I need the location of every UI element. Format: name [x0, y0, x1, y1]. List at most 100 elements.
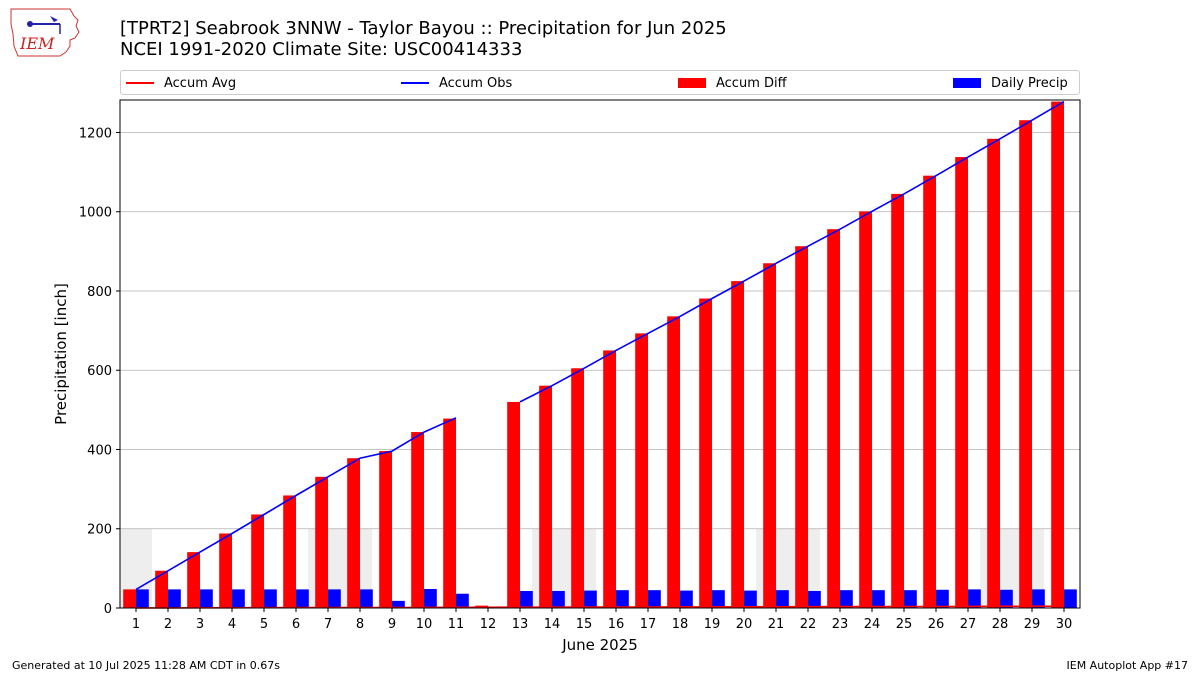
daily-precip-bar-3	[200, 589, 213, 608]
legend-label-accum-obs: Accum Obs	[439, 75, 513, 91]
x-tick-label-13: 13	[512, 617, 529, 632]
daily-precip-bar-22	[808, 590, 821, 608]
daily-precip-bar-10	[424, 588, 437, 608]
daily-precip-bar-25	[904, 590, 917, 608]
x-tick-label-23: 23	[832, 617, 849, 632]
x-tick-label-4: 4	[228, 617, 236, 632]
daily-precip-bar-15	[584, 590, 597, 608]
accum-diff-bar-4	[219, 533, 232, 608]
legend-item-accum-obs: Accum Obs	[401, 75, 512, 91]
x-tick-label-16: 16	[608, 617, 625, 632]
daily-precip-bar-27	[968, 589, 981, 608]
daily-precip-bar-7	[328, 589, 341, 608]
x-tick-label-28: 28	[992, 617, 1009, 632]
legend-item-daily-precip: Daily Precip	[953, 75, 1068, 91]
accum-diff-bar-24	[859, 211, 872, 608]
y-tick-label-600: 600	[87, 364, 112, 379]
bar-marks	[123, 101, 1077, 608]
x-tick-label-3: 3	[196, 617, 204, 632]
weekend-shade-3	[532, 528, 597, 608]
x-axis-ticks: 1 2 3 4 5 6 7 8 9 10 11 12 13 14 15 16 17 18 19 20 21 22 23 24 2…	[132, 608, 1072, 632]
accum-diff-bar-19	[699, 298, 712, 608]
x-tick-label-17: 17	[640, 617, 657, 632]
accum-diff-bar-22	[795, 246, 808, 608]
x-tick-label-12: 12	[480, 617, 497, 632]
footer-generated: Generated at 10 Jul 2025 11:28 AM CDT in…	[12, 659, 280, 672]
legend-label-accum-diff: Accum Diff	[716, 75, 787, 91]
accum-diff-bar-9	[379, 451, 392, 608]
daily-precip-bar-23	[840, 590, 853, 608]
daily-precip-bar-21	[776, 590, 789, 608]
daily-precip-bar-9	[392, 600, 405, 608]
accum-diff-bar-1	[123, 589, 136, 608]
x-tick-label-11: 11	[448, 617, 465, 632]
daily-precip-bar-19	[712, 590, 725, 608]
x-tick-label-25: 25	[896, 617, 913, 632]
daily-precip-bar-2	[168, 589, 181, 608]
daily-precip-bar-13	[520, 590, 533, 608]
y-tick-label-1000: 1000	[79, 206, 112, 221]
accum-diff-bar-27	[955, 157, 968, 608]
chart-title-line1: [TPRT2] Seabrook 3NNW - Taylor Bayou :: …	[120, 18, 727, 39]
accum-diff-bar-12	[475, 605, 488, 608]
accum-diff-bar-13	[507, 401, 520, 608]
x-tick-label-19: 19	[704, 617, 721, 632]
legend-swatch-accum-obs	[401, 82, 429, 84]
daily-precip-bar-5	[264, 589, 277, 608]
accum-avg-line-segment-1	[136, 605, 1065, 609]
daily-precip-bar-30	[1064, 589, 1077, 608]
daily-precip-bar-18	[680, 590, 693, 608]
y-tick-label-800: 800	[87, 285, 112, 300]
accum-diff-bar-8	[347, 458, 360, 608]
x-tick-label-15: 15	[576, 617, 593, 632]
accum-diff-bar-26	[923, 175, 936, 608]
daily-precip-bar-29	[1032, 589, 1045, 608]
x-tick-label-30: 30	[1056, 617, 1073, 632]
legend-swatch-daily-precip	[953, 78, 981, 88]
accum-diff-bar-2	[155, 570, 168, 608]
weekend-shade-1	[120, 528, 152, 608]
x-tick-label-9: 9	[388, 617, 396, 632]
accum-obs-line-segment-1	[135, 417, 457, 591]
x-tick-label-27: 27	[960, 617, 977, 632]
accum-diff-bar-11	[443, 418, 456, 608]
iowa-outline-icon	[10, 8, 80, 57]
x-tick-label-29: 29	[1024, 617, 1041, 632]
x-tick-label-26: 26	[928, 617, 945, 632]
x-tick-label-24: 24	[864, 617, 881, 632]
accum-diff-bar-20	[731, 281, 744, 608]
x-tick-label-8: 8	[356, 617, 364, 632]
accum-diff-bar-28	[987, 138, 1000, 608]
y-axis-label: Precipitation [inch]	[52, 283, 70, 425]
accum-diff-bar-21	[763, 263, 776, 608]
x-tick-label-5: 5	[260, 617, 268, 632]
chart-legend: Accum Avg Accum Obs Accum Diff Daily Pre…	[120, 70, 1080, 95]
x-tick-label-22: 22	[800, 617, 817, 632]
daily-precip-bar-4	[232, 589, 245, 608]
x-tick-label-6: 6	[292, 617, 300, 632]
daily-precip-bar-24	[872, 590, 885, 608]
chart-title: [TPRT2] Seabrook 3NNW - Taylor Bayou :: …	[120, 18, 727, 60]
x-tick-label-14: 14	[544, 617, 561, 632]
daily-precip-bar-1	[136, 589, 149, 608]
accum-diff-bar-30	[1051, 101, 1064, 608]
x-tick-label-21: 21	[768, 617, 785, 632]
y-tick-label-0: 0	[104, 602, 112, 617]
x-tick-label-20: 20	[736, 617, 753, 632]
accum-diff-bar-15	[571, 368, 584, 608]
weekend-shading	[120, 528, 1045, 608]
daily-precip-bar-16	[616, 590, 629, 608]
x-tick-label-1: 1	[132, 617, 140, 632]
iem-logo: IEM	[10, 8, 80, 57]
daily-precip-bar-28	[1000, 589, 1013, 608]
weekend-shade-5	[980, 528, 1045, 608]
y-axis-ticks: 0 200 400 600 800 1000 1200	[79, 126, 120, 617]
x-tick-label-2: 2	[164, 617, 172, 632]
legend-label-daily-precip: Daily Precip	[991, 75, 1068, 91]
accum-diff-bar-14	[539, 385, 552, 608]
legend-swatch-accum-diff	[678, 78, 706, 88]
accum-diff-bar-17	[635, 333, 648, 608]
legend-label-accum-avg: Accum Avg	[164, 75, 237, 91]
legend-item-accum-avg: Accum Avg	[126, 75, 236, 91]
